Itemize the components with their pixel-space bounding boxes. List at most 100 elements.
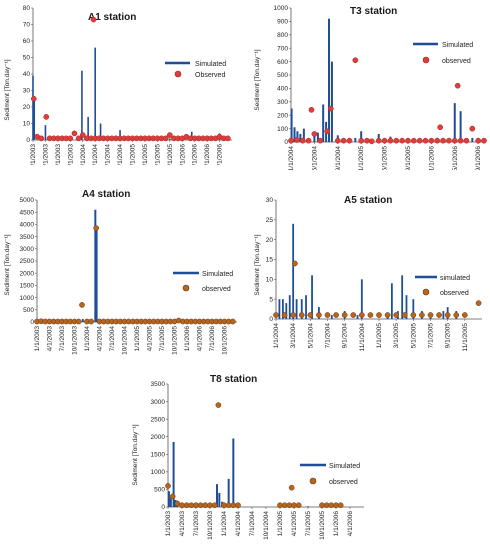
x-tick-label: 4/1/2003 — [47, 326, 54, 352]
legend-simulated-label: Simulated — [202, 271, 233, 278]
y-tick-label: 500 — [277, 72, 288, 79]
y-tick-label: 300 — [277, 99, 288, 106]
legend-observed-label: observed — [442, 58, 471, 65]
y-tick-label: 0 — [26, 137, 30, 144]
simulated-bar — [81, 319, 84, 322]
observed-point — [305, 137, 312, 144]
simulated-bar — [307, 506, 309, 507]
x-tick-label: 10/1/2005 — [319, 511, 326, 540]
legend-observed-label: Observed — [195, 72, 225, 79]
observed-point — [225, 135, 231, 142]
simulated-bar — [313, 133, 316, 142]
observed-point — [352, 57, 359, 64]
simulated-bar — [169, 498, 172, 507]
x-tick-label: 5/1/2005 — [410, 323, 417, 349]
x-tick-label: 5/1/2004 — [307, 323, 314, 349]
legend: Simulated observed — [173, 271, 233, 293]
x-tick-label: 1/1/2004 — [288, 146, 295, 170]
simulated-bar — [405, 295, 408, 319]
x-tick-label: 10/1/2003 — [207, 511, 214, 540]
observed-point — [358, 137, 365, 144]
x-tick-label: 7/1/2004 — [249, 511, 256, 537]
chart-title: T8 station — [210, 374, 257, 385]
observed-point — [453, 312, 460, 318]
observed-point — [410, 312, 417, 318]
y-tick-label: 5000 — [20, 197, 35, 204]
observed-point — [475, 137, 482, 144]
simulated-bar — [354, 137, 357, 142]
observed-point — [422, 137, 429, 144]
y-tick-label: 1000 — [20, 295, 35, 302]
x-tick-label: 7/1/2003 — [55, 144, 62, 165]
y-tick-label: 3000 — [151, 399, 166, 406]
y-axis-label: Sediment [Ton.day⁻¹] — [254, 49, 261, 110]
y-axis-label: Sediment [Ton.day⁻¹] — [254, 234, 261, 295]
x-tick-label: 7/1/2004 — [109, 326, 116, 352]
x-tick-label: 1/1/2004 — [221, 511, 228, 537]
chart-a5-station: A5 station Sediment [Ton.day⁻¹] 0 5 10 15 20… — [254, 195, 482, 352]
observed-point — [93, 225, 100, 231]
simulated-bar — [299, 133, 302, 142]
observed-point — [367, 312, 374, 318]
observed-point — [375, 137, 382, 144]
simulated-bar — [94, 47, 96, 140]
chart-title: A4 station — [82, 189, 130, 200]
x-tick-label: 11/1/2004 — [359, 323, 366, 352]
x-tick-label: 4/1/2004 — [97, 326, 104, 352]
y-axis-label: Sediment [Ton.day⁻¹] — [4, 59, 11, 120]
x-tick-label: 4/1/2003 — [179, 511, 186, 537]
x-tick-label: 9/1/2004 — [342, 323, 349, 349]
plot-area — [273, 223, 482, 319]
observed-point — [75, 318, 82, 325]
legend: Simulated observed — [413, 42, 473, 65]
y-tick-label: 2000 — [20, 270, 35, 277]
observed-point — [461, 312, 468, 318]
simulated-bar — [169, 138, 171, 140]
x-tick-label: 1/1/2005 — [134, 326, 141, 352]
y-tick-label: 2500 — [151, 416, 166, 423]
x-tick-label: 9/1/2004 — [335, 146, 342, 170]
simulated-bar — [401, 275, 404, 319]
y-tick-label: 900 — [277, 19, 288, 26]
x-tick-label: 1/1/2006 — [179, 144, 186, 165]
legend-observed-marker — [422, 288, 430, 296]
x-tick-label: 10/1/2005 — [167, 144, 174, 165]
simulated-bar — [216, 484, 218, 507]
x-tick-label: 7/1/2005 — [159, 326, 166, 352]
observed-point — [235, 502, 241, 509]
legend-simulated-label: Simulated — [195, 61, 226, 68]
y-tick-label: 30 — [23, 88, 31, 95]
x-axis: 1/1/2003 4/1/2003 7/1/2003 10/1/2003 1/1/200… — [34, 321, 237, 355]
x-tick-label: 7/1/2005 — [305, 511, 312, 537]
legend-observed-label: observed — [202, 286, 231, 293]
simulated-bar — [330, 61, 333, 142]
observed-point — [444, 312, 451, 318]
x-tick-label: 1/1/2004 — [80, 144, 87, 165]
observed-point — [293, 137, 300, 143]
y-tick-label: 30 — [266, 197, 274, 204]
observed-point — [38, 135, 45, 142]
observed-point — [290, 312, 297, 318]
observed-point — [393, 137, 400, 144]
x-tick-label: 4/1/2006 — [347, 511, 354, 537]
legend-simulated-label: simulated — [440, 275, 470, 282]
observed-point — [436, 312, 442, 318]
x-tick-label: 10/1/2004 — [122, 326, 129, 355]
observed-point — [393, 312, 400, 318]
observed-point — [79, 132, 86, 138]
observed-point — [324, 312, 331, 318]
simulated-bar — [288, 295, 291, 319]
observed-point — [481, 137, 487, 144]
y-tick-label: 15 — [266, 257, 274, 264]
x-axis: 1/1/2004 5/1/2004 9/1/2004 1/1/2005 5/1/2005… — [288, 141, 484, 170]
x-tick-label: 1/1/2003 — [165, 511, 172, 537]
observed-point — [75, 135, 82, 142]
observed-point — [299, 137, 306, 144]
observed-point — [67, 135, 74, 142]
observed-point — [376, 312, 382, 318]
observed-point — [446, 137, 452, 144]
simulated-bar — [330, 315, 333, 319]
x-axis: 1/1/2003 4/1/2003 7/1/2003 10/1/2003 1/1/200… — [30, 139, 232, 165]
observed-point — [341, 312, 348, 318]
simulated-bar — [453, 103, 456, 142]
